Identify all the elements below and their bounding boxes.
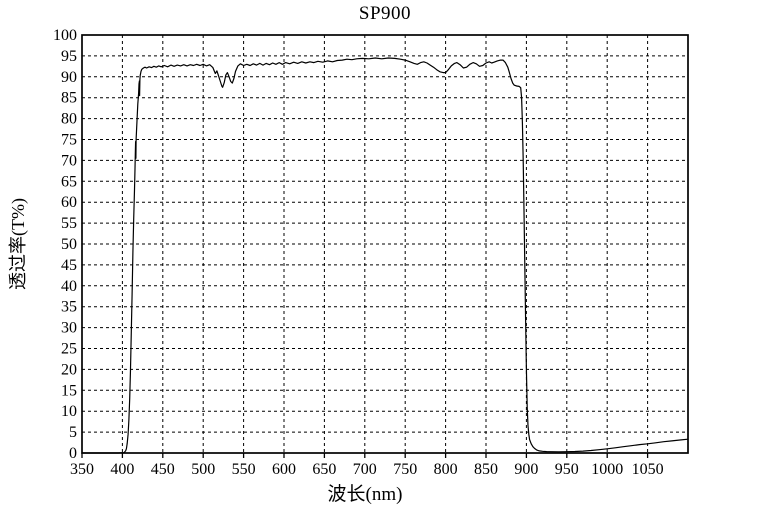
- y-tick-label: 45: [61, 257, 77, 274]
- x-tick-label: 350: [70, 461, 94, 478]
- chart-title: SP900: [358, 3, 412, 24]
- x-axis-title: 波长(nm): [327, 484, 403, 505]
- y-tick-label: 80: [61, 111, 77, 128]
- y-tick-label: 100: [53, 27, 77, 44]
- plot-border: [81, 34, 689, 454]
- curve-sp900: [81, 57, 689, 454]
- x-tick-label: 700: [353, 461, 377, 478]
- x-tick-label: 500: [191, 461, 215, 478]
- y-tick-label: 5: [69, 424, 77, 441]
- y-tick-label: 55: [61, 215, 77, 232]
- y-tick-label: 20: [61, 361, 77, 378]
- y-tick-label: 10: [61, 403, 77, 420]
- y-tick-label: 85: [61, 90, 77, 107]
- y-tick-label: 40: [61, 278, 77, 295]
- x-tick-label: 850: [474, 461, 498, 478]
- y-tick-label: 65: [61, 173, 77, 190]
- x-tick-label: 800: [434, 461, 458, 478]
- x-tick-label: 950: [555, 461, 579, 478]
- x-tick-label: 900: [514, 461, 538, 478]
- y-tick-label: 25: [61, 341, 77, 358]
- y-tick-label: 75: [61, 132, 77, 149]
- y-tick-label: 35: [61, 299, 77, 316]
- x-tick-label: 1000: [591, 461, 623, 478]
- y-tick-label: 15: [61, 382, 77, 399]
- y-tick-label: 50: [61, 236, 77, 253]
- x-tick-label: 550: [232, 461, 256, 478]
- y-axis-title: 透过率(T%): [8, 198, 28, 290]
- x-tick-label: 650: [312, 461, 336, 478]
- y-tick-label: 70: [61, 152, 77, 169]
- y-tick-label: 0: [69, 445, 77, 462]
- x-tick-label: 450: [151, 461, 175, 478]
- x-tick-label: 1050: [632, 461, 664, 478]
- x-tick-label: 400: [110, 461, 134, 478]
- y-tick-label: 30: [61, 320, 77, 337]
- y-tick-label: 90: [61, 69, 77, 86]
- x-tick-label: 750: [393, 461, 417, 478]
- x-tick-label: 600: [272, 461, 296, 478]
- y-tick-label: 95: [61, 48, 77, 65]
- y-tick-label: 60: [61, 194, 77, 211]
